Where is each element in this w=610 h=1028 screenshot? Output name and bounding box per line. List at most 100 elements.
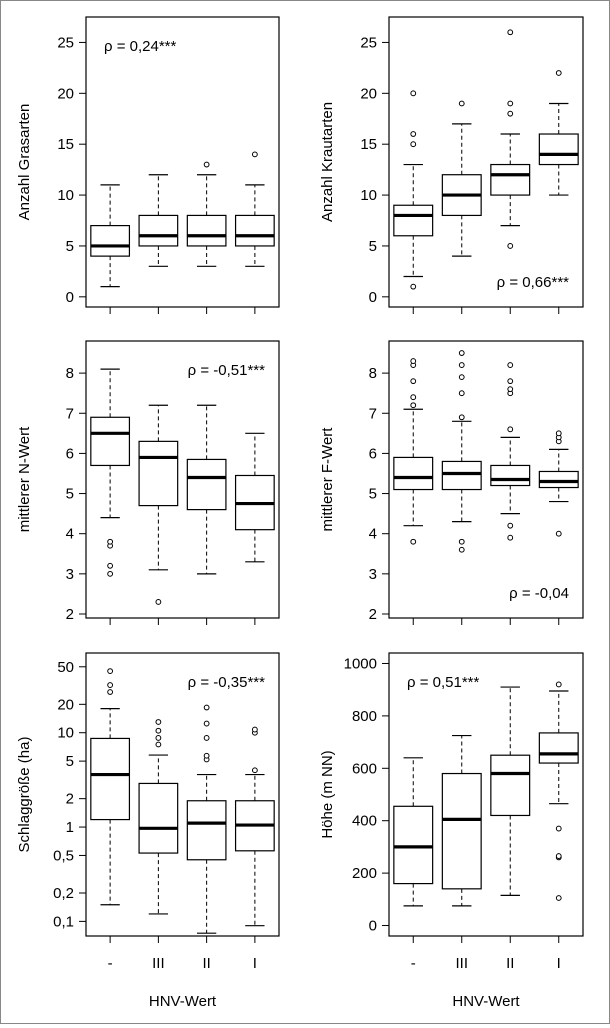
iqr-box <box>90 224 131 257</box>
outlier-point <box>410 358 417 364</box>
y-tick-label: 2 <box>369 606 377 623</box>
outlier-point <box>555 530 562 537</box>
box-- <box>393 358 434 545</box>
plot-frame <box>388 652 584 937</box>
outlier-point <box>107 668 114 675</box>
box-- <box>393 757 434 907</box>
y-tick-label: 1 <box>66 819 74 836</box>
box-I <box>538 70 579 196</box>
iqr-box <box>138 782 179 854</box>
y-tick-label: 800 <box>352 708 377 725</box>
outlier-point <box>410 283 417 290</box>
y-tick-label: 5 <box>66 486 74 503</box>
outlier-point <box>203 161 210 168</box>
outlier-point <box>507 29 514 36</box>
outlier-point <box>507 522 514 529</box>
x-tick-label: II <box>506 955 514 972</box>
panel-middle-left: 2 3 4 5 6 7 8 mittlerer N-Wert ρ = -0,51*** <box>16 340 280 625</box>
box-III <box>138 404 179 605</box>
outlier-point <box>410 141 417 148</box>
y-tick-label: 50 <box>57 659 74 676</box>
box-II <box>490 362 531 541</box>
y-axis-label: Anzahl Krautarten <box>319 102 336 222</box>
outlier-point <box>507 362 514 368</box>
iqr-box <box>90 737 131 821</box>
outlier-point <box>555 853 562 859</box>
iqr-box <box>393 805 434 885</box>
iqr-box <box>138 214 179 247</box>
outlier-point <box>507 100 514 107</box>
outlier-point <box>203 704 210 711</box>
correlation-annotation: ρ = -0,04 <box>509 585 569 602</box>
box-II <box>186 161 227 267</box>
box-I <box>234 726 275 927</box>
iqr-box <box>538 732 579 764</box>
iqr-box <box>138 440 179 507</box>
y-tick-label: 0 <box>369 918 377 935</box>
outlier-point <box>107 689 114 695</box>
y-tick-label: 20 <box>57 85 74 102</box>
box-I <box>538 430 579 537</box>
iqr-box <box>90 416 131 467</box>
y-axis-label: mittlerer F-Wert <box>319 427 336 532</box>
outlier-point <box>458 546 465 553</box>
y-tick-label: 2 <box>66 606 74 623</box>
box-II <box>186 404 227 575</box>
outlier-point <box>507 534 514 541</box>
x-tick-label: III <box>152 955 165 972</box>
outlier-point <box>507 243 514 249</box>
y-tick-label: 0 <box>66 289 74 306</box>
y-tick-label: 10 <box>57 187 74 204</box>
y-tick-label: 1000 <box>344 655 377 672</box>
y-tick-label: 15 <box>57 136 74 153</box>
y-axis-label: mittlerer N-Wert <box>16 426 33 532</box>
outlier-point <box>155 719 162 725</box>
outlier-point <box>555 895 562 901</box>
iqr-box <box>490 754 531 817</box>
y-tick-label: 5 <box>66 238 74 255</box>
y-tick-label: 6 <box>369 445 377 462</box>
panel-top-right: 0 5 10 15 20 25 Anzahl Krautarten ρ = 0,66*** <box>319 16 584 314</box>
iqr-box <box>186 800 227 861</box>
panel-middle-right: 2 3 4 5 6 7 8 mittlerer F-Wert ρ = -0,04 <box>319 340 584 625</box>
plot-frame <box>85 16 280 308</box>
y-tick-label: 600 <box>352 760 377 777</box>
box-- <box>90 668 131 906</box>
iqr-box <box>393 456 434 491</box>
outlier-point <box>555 681 562 688</box>
outlier-point <box>251 767 258 774</box>
outlier-point <box>410 378 417 385</box>
y-tick-label: 4 <box>66 526 74 543</box>
outlier-point <box>251 726 258 733</box>
y-axis-label: Höhe (m NN) <box>319 750 336 838</box>
outlier-point <box>410 402 417 409</box>
outlier-point <box>203 752 210 759</box>
y-tick-label: 20 <box>57 696 74 713</box>
x-tick-label: - <box>108 955 113 972</box>
iqr-box <box>538 470 579 489</box>
outlier-point <box>107 538 114 545</box>
box-I <box>234 151 275 267</box>
outlier-point <box>555 70 562 76</box>
outlier-point <box>410 131 417 137</box>
iqr-box <box>186 458 227 511</box>
correlation-annotation: ρ = 0,66*** <box>497 274 569 291</box>
box-II <box>490 686 531 896</box>
y-axis-label: Anzahl Grasarten <box>16 104 33 221</box>
box-II <box>490 29 531 249</box>
box-- <box>90 368 131 577</box>
y-tick-label: 8 <box>369 365 377 382</box>
outlier-point <box>155 735 162 741</box>
y-tick-label: 25 <box>360 34 377 51</box>
outlier-point <box>507 378 514 385</box>
plot-frame <box>85 652 280 937</box>
x-tick-label: II <box>202 955 210 972</box>
box-III <box>441 734 482 907</box>
iqr-box <box>490 464 531 487</box>
y-tick-label: 3 <box>66 566 74 583</box>
outlier-point <box>410 538 417 545</box>
y-tick-label: 3 <box>369 566 377 583</box>
iqr-box <box>490 163 531 196</box>
y-tick-label: 15 <box>360 136 377 153</box>
